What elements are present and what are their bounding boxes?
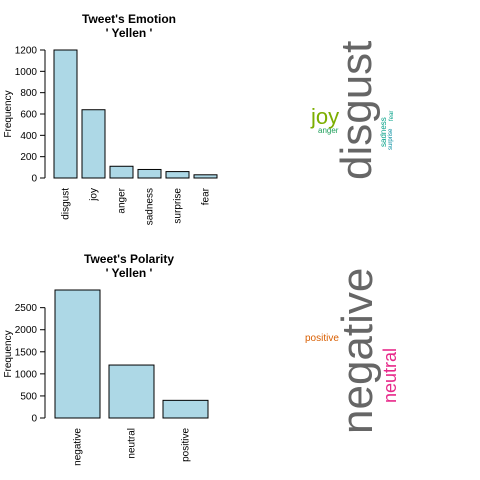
polarity-x-tick-label-positive: positive	[181, 428, 192, 462]
cloud-word-positive: positive	[305, 333, 339, 344]
polarity-y-tick-label: 500	[20, 391, 37, 402]
polarity-y-tick-label: 1500	[15, 347, 38, 358]
cloud-word-negative: negative	[333, 268, 382, 434]
polarity-bar-positive	[162, 399, 209, 419]
polarity-chart-subtitle: ' Yellen '	[106, 266, 153, 280]
emotion-x-tick-label-joy: joy	[89, 188, 100, 202]
emotion-chart-title: Tweet's Emotion	[82, 12, 176, 26]
emotion-word-cloud: disgust joy anger sadness surprise fear	[310, 41, 395, 180]
polarity-y-tick-label: 1000	[15, 369, 38, 380]
emotion-bar-surprise	[165, 171, 190, 179]
cloud-word-joy: joy	[310, 104, 339, 129]
polarity-y-tick-label: 2500	[15, 303, 38, 314]
emotion-x-tick-labels: disgust joy anger sadness surprise fear	[61, 187, 212, 225]
emotion-chart: Tweet's Emotion ' Yellen ' Frequency 0 20…	[3, 12, 218, 225]
emotion-x-tick-label-disgust: disgust	[61, 188, 72, 220]
emotion-x-tick-label-sadness: sadness	[145, 188, 156, 225]
polarity-chart: Tweet's Polarity ' Yellen ' Frequency 0 5…	[3, 252, 209, 466]
emotion-bars	[53, 49, 218, 179]
cloud-word-disgust: disgust	[332, 41, 381, 180]
polarity-y-axis: 0 500 1000 1500 2000 2500	[15, 303, 46, 425]
emotion-bar-fear	[193, 174, 218, 179]
cloud-word-surprise: surprise	[388, 128, 394, 150]
polarity-word-cloud: negative neutral positive	[305, 268, 400, 434]
cloud-word-anger: anger	[318, 126, 339, 135]
cloud-word-fear: fear	[389, 111, 395, 121]
emotion-y-tick-label: 600	[20, 110, 37, 121]
cloud-word-neutral: neutral	[380, 348, 400, 403]
emotion-y-tick-label: 1000	[15, 67, 38, 78]
polarity-bar-neutral	[108, 364, 155, 419]
emotion-y-tick-label: 800	[20, 88, 37, 99]
emotion-x-tick-label-surprise: surprise	[173, 188, 184, 224]
polarity-y-tick-label: 0	[31, 414, 37, 425]
emotion-bar-disgust	[53, 49, 78, 179]
emotion-x-tick-label-anger: anger	[117, 187, 128, 213]
polarity-chart-title: Tweet's Polarity	[84, 252, 174, 266]
emotion-x-tick-label-fear: fear	[201, 187, 212, 205]
cloud-word-sadness: sadness	[379, 117, 388, 147]
polarity-y-axis-label: Frequency	[3, 330, 14, 377]
emotion-y-axis: 0 200 400 600 800 1000 1200	[15, 46, 46, 185]
polarity-bars	[54, 289, 209, 419]
emotion-bar-sadness	[137, 168, 162, 179]
emotion-y-tick-label: 200	[20, 152, 37, 163]
polarity-y-tick-label: 2000	[15, 325, 38, 336]
emotion-y-tick-label: 400	[20, 131, 37, 142]
polarity-bar-negative	[54, 289, 101, 419]
emotion-chart-subtitle: ' Yellen '	[106, 26, 153, 40]
polarity-x-tick-label-negative: negative	[73, 428, 84, 466]
emotion-y-axis-label: Frequency	[3, 90, 14, 137]
emotion-bar-anger	[109, 165, 134, 179]
polarity-x-tick-labels: negative neutral positive	[73, 428, 192, 466]
emotion-bar-joy	[81, 109, 106, 179]
emotion-y-tick-label: 0	[31, 174, 37, 185]
emotion-y-tick-label: 1200	[15, 46, 38, 57]
polarity-x-tick-label-neutral: neutral	[127, 428, 138, 459]
